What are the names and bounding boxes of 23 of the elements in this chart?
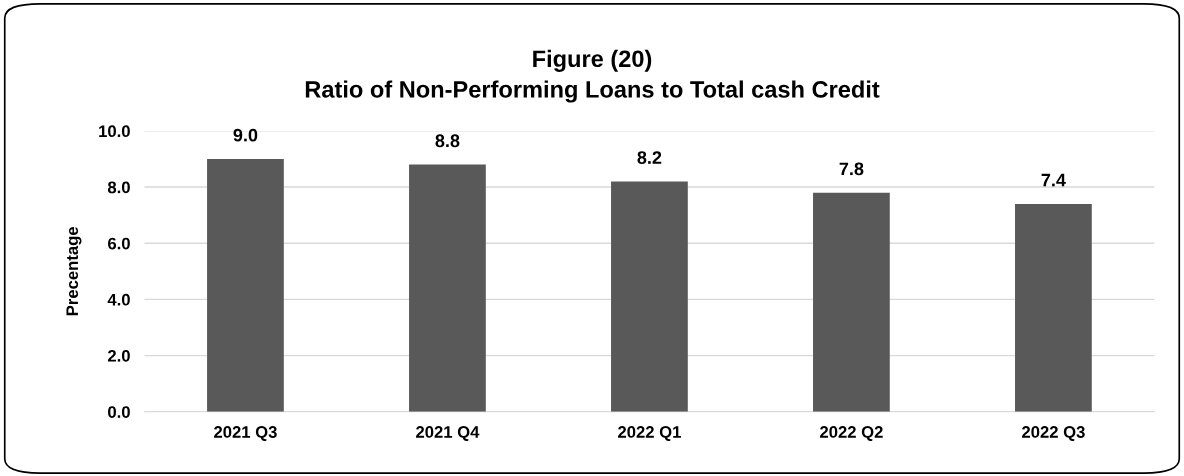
data-label: 8.8 <box>435 134 460 148</box>
y-tick-label: 8.0 <box>107 181 130 194</box>
chart-title: Figure (20) Ratio of Non-Performing Loans to Total cash Credit <box>305 49 880 103</box>
y-tick-label: 6.0 <box>108 237 130 250</box>
data-label: 7.4 <box>1041 173 1066 187</box>
y-axis-title: Precentage <box>66 226 82 316</box>
x-tick-label: 2021 Q3 <box>214 426 277 441</box>
bar <box>1015 203 1092 412</box>
y-tick-label: 10.0 <box>99 125 130 138</box>
bar <box>207 158 284 412</box>
x-tick-label: 2022 Q3 <box>1022 426 1085 441</box>
x-tick-label: 2022 Q1 <box>618 426 681 441</box>
bar <box>611 181 688 412</box>
y-tick-label: 4.0 <box>107 293 130 306</box>
data-label: 7.8 <box>839 162 864 176</box>
data-label: 9.0 <box>233 128 258 142</box>
y-tick-label: 0.0 <box>108 406 130 418</box>
data-label: 8.2 <box>637 151 662 164</box>
x-tick-label: 2022 Q2 <box>820 426 883 441</box>
y-tick-label: 2.0 <box>107 349 130 362</box>
bar <box>409 164 486 412</box>
bar <box>813 192 890 412</box>
x-tick-label: 2021 Q4 <box>416 426 480 441</box>
